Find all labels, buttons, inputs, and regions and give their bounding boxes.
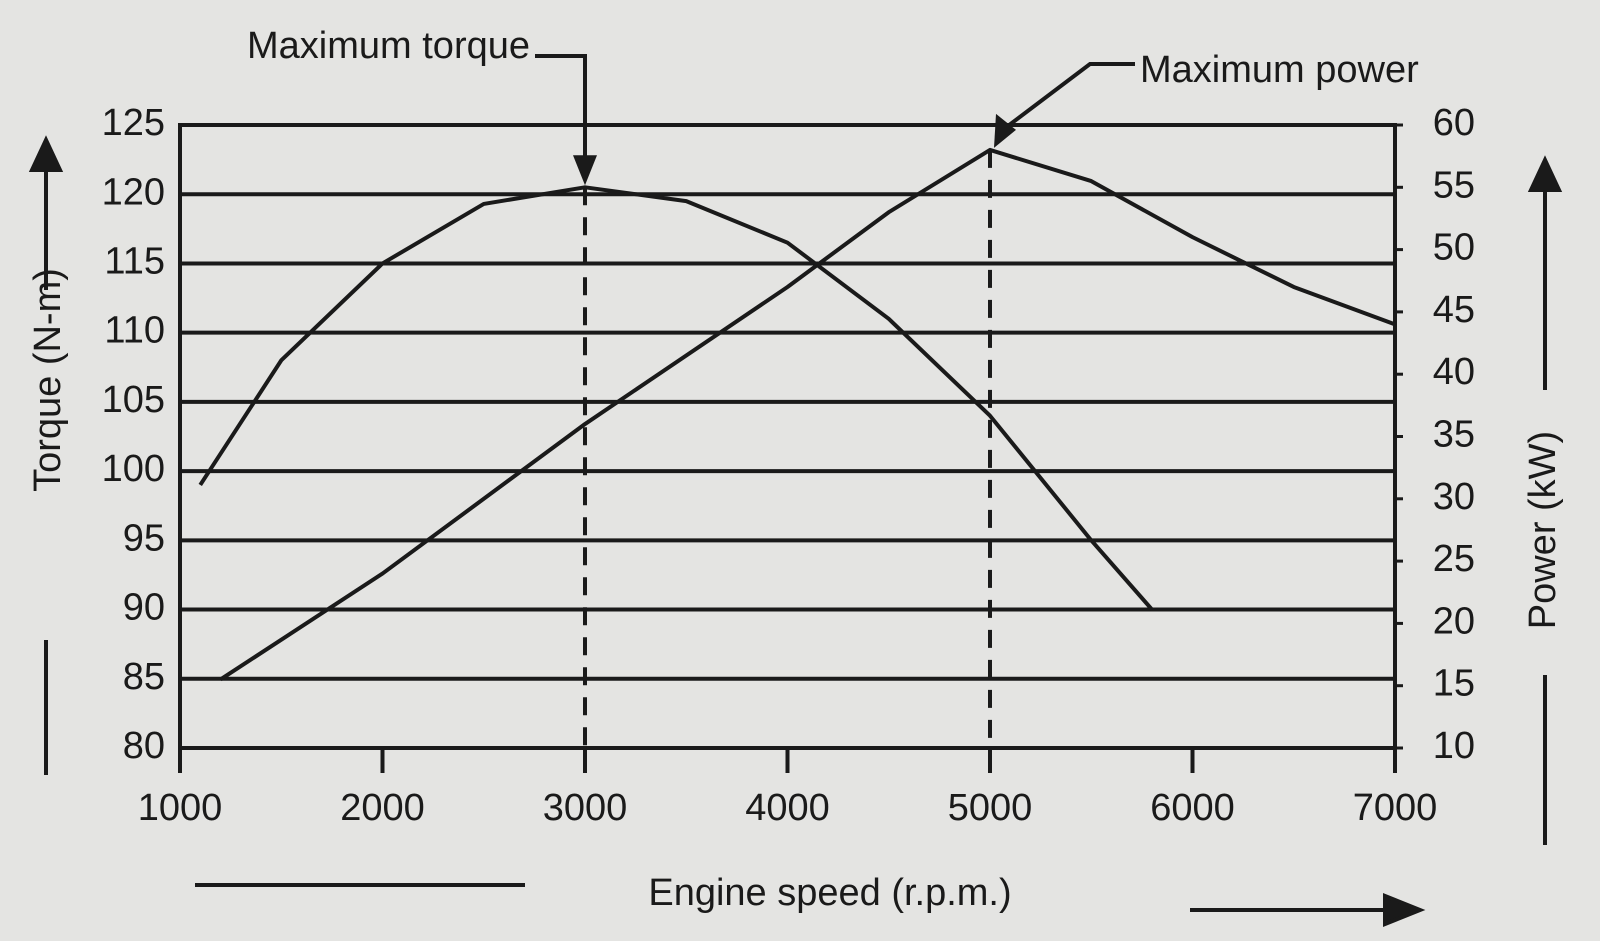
annotation: Maximum power — [1140, 49, 1419, 91]
x-tick-label: 1000 — [138, 787, 223, 829]
y2-tick-label: 30 — [1433, 476, 1475, 518]
x-tick-label: 2000 — [340, 787, 425, 829]
y2-tick-label: 20 — [1433, 600, 1475, 642]
arrow-head — [1383, 893, 1426, 927]
annotation-arrowhead — [573, 155, 597, 186]
y-tick-label: 105 — [102, 379, 165, 421]
y-tick-label: 85 — [123, 656, 165, 698]
y2-tick-label: 55 — [1433, 164, 1475, 206]
y-tick-label: 95 — [123, 517, 165, 559]
y-tick-label: 80 — [123, 725, 165, 767]
x-tick-label: 3000 — [543, 787, 628, 829]
y-tick-label: 110 — [104, 310, 165, 352]
annotation-arrow — [998, 62, 1135, 134]
y2-tick-label: 15 — [1433, 663, 1475, 705]
y-tick-label: 120 — [102, 171, 165, 213]
annotation: Maximum torque — [247, 25, 530, 67]
x-tick-label: 7000 — [1353, 787, 1438, 829]
y-tick-label: 125 — [102, 102, 165, 144]
y-tick-label: 115 — [104, 240, 165, 282]
arrow-head — [28, 135, 64, 172]
y-axis-title: Torque (N-m) — [27, 268, 69, 492]
y2-tick-label: 35 — [1433, 414, 1475, 456]
annotation-arrowhead — [994, 113, 1016, 148]
annotation-arrow — [535, 54, 587, 166]
y2-axis-title: Power (kW) — [1522, 431, 1564, 629]
y2-tick-label: 45 — [1433, 289, 1475, 331]
x-tick-label: 6000 — [1150, 787, 1235, 829]
x-axis-title: Engine speed (r.p.m.) — [648, 872, 1011, 914]
x-tick-label: 4000 — [745, 787, 830, 829]
axis-arrows — [28, 135, 1563, 927]
y2-tick-label: 50 — [1433, 227, 1475, 269]
y2-tick-label: 25 — [1433, 538, 1475, 580]
y2-tick-label: 60 — [1433, 102, 1475, 144]
series-line — [198, 185, 1154, 611]
x-tick-label: 5000 — [948, 787, 1033, 829]
y2-tick-label: 40 — [1433, 351, 1475, 393]
y-tick-label: 100 — [102, 448, 165, 490]
y2-tick-label: 10 — [1433, 725, 1475, 767]
arrow-head — [1527, 155, 1563, 192]
y-tick-label: 90 — [123, 587, 165, 629]
series-line — [219, 147, 1396, 682]
